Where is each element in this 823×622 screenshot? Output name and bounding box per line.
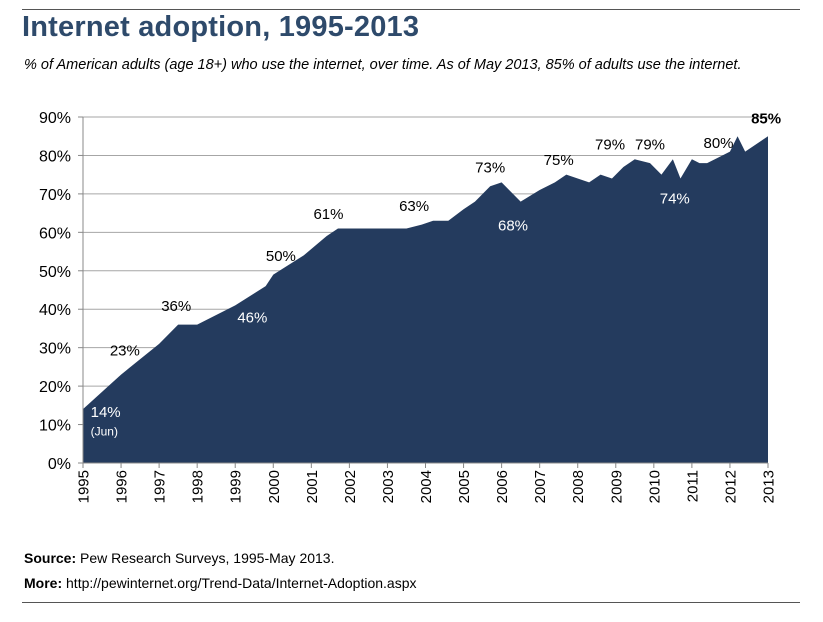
x-tick-label: 2012 [722, 470, 739, 503]
data-label: 50% [266, 248, 296, 265]
x-tick-label: 2002 [342, 470, 359, 503]
y-tick-label: 40% [39, 302, 71, 319]
x-tick-label: 1999 [228, 470, 245, 503]
y-tick-label: 20% [39, 379, 71, 396]
data-label: 75% [544, 152, 574, 169]
chart-subtitle: % of American adults (age 18+) who use t… [24, 57, 742, 73]
x-tick-label: 2001 [304, 470, 321, 503]
x-tick-label: 2006 [494, 470, 511, 503]
x-tick-label: 2000 [266, 470, 283, 503]
source-label: Source: [24, 550, 77, 566]
y-tick-labels: 0% 10% 20% 30% 40% 50% 60% 70% 80% 90% [39, 110, 71, 473]
data-label: 74% [660, 191, 690, 208]
area-series [83, 136, 768, 463]
x-tick-label: 1997 [152, 470, 169, 503]
x-tick-label: 2004 [418, 470, 435, 503]
page-title: Internet adoption, 1995-2013 [22, 11, 420, 43]
x-tick-label: 2013 [761, 470, 778, 503]
top-rule [22, 9, 800, 10]
data-label: 36% [161, 298, 191, 315]
x-tick-label: 2011 [684, 470, 701, 502]
x-tick-label: 1996 [114, 470, 131, 503]
data-label: 79% [635, 137, 665, 154]
data-label: 46% [237, 310, 267, 327]
data-label: (Jun) [91, 424, 118, 438]
data-label: 80% [704, 135, 734, 152]
x-tick-label: 1995 [76, 470, 93, 503]
data-label: 85% [751, 111, 781, 128]
data-label: 79% [595, 137, 625, 154]
bottom-rule [22, 602, 800, 603]
axes [78, 116, 769, 468]
more-note: More: http://pewinternet.org/Trend-Data/… [24, 575, 416, 591]
x-tick-label: 1998 [190, 470, 207, 503]
x-tick-labels: 1995 1996 1997 1998 1999 2000 2001 2002 2003 2004… [76, 470, 778, 503]
x-tick-label: 2005 [456, 470, 473, 503]
y-tick-label: 30% [39, 341, 71, 358]
data-labels: 14% (Jun) 23% 36% 46% 50% 61% 63% 73% 68% 75% 79% 79… [91, 111, 782, 439]
y-tick-label: 10% [39, 418, 71, 435]
data-label: 61% [313, 206, 343, 223]
y-tick-label: 80% [39, 148, 71, 165]
y-tick-label: 0% [48, 456, 71, 473]
y-tick-label: 90% [39, 110, 71, 127]
more-label: More: [24, 575, 63, 591]
x-tick-label: 2009 [608, 470, 625, 503]
y-tick-label: 50% [39, 264, 71, 281]
y-tick-label: 60% [39, 225, 71, 242]
data-label: 14% [91, 404, 121, 421]
more-link[interactable]: http://pewinternet.org/Trend-Data/Intern… [66, 575, 417, 591]
x-tick-label: 2007 [532, 470, 549, 503]
x-tick-label: 2010 [646, 470, 663, 503]
data-label: 73% [475, 160, 505, 177]
x-tick-label: 2003 [380, 470, 397, 503]
x-tick-label: 2008 [570, 470, 587, 503]
data-label: 63% [399, 198, 429, 215]
source-text: Pew Research Surveys, 1995-May 2013. [80, 550, 335, 566]
data-label: 23% [110, 342, 140, 359]
y-tick-label: 70% [39, 187, 71, 204]
source-note: Source: Pew Research Surveys, 1995-May 2… [24, 550, 334, 566]
internet-adoption-chart: 0%10%20%30%40%50%60%70%80%90% 1995 1996 19… [39, 110, 782, 503]
data-label: 68% [498, 217, 528, 234]
